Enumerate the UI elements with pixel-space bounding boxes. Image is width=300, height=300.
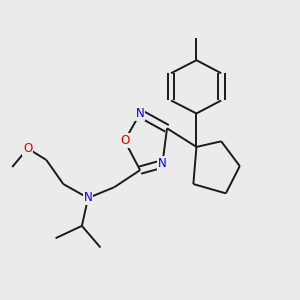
Text: O: O [23,142,32,155]
Text: N: N [84,191,92,205]
Text: N: N [136,107,145,120]
Text: O: O [120,134,129,147]
Text: N: N [158,158,167,170]
